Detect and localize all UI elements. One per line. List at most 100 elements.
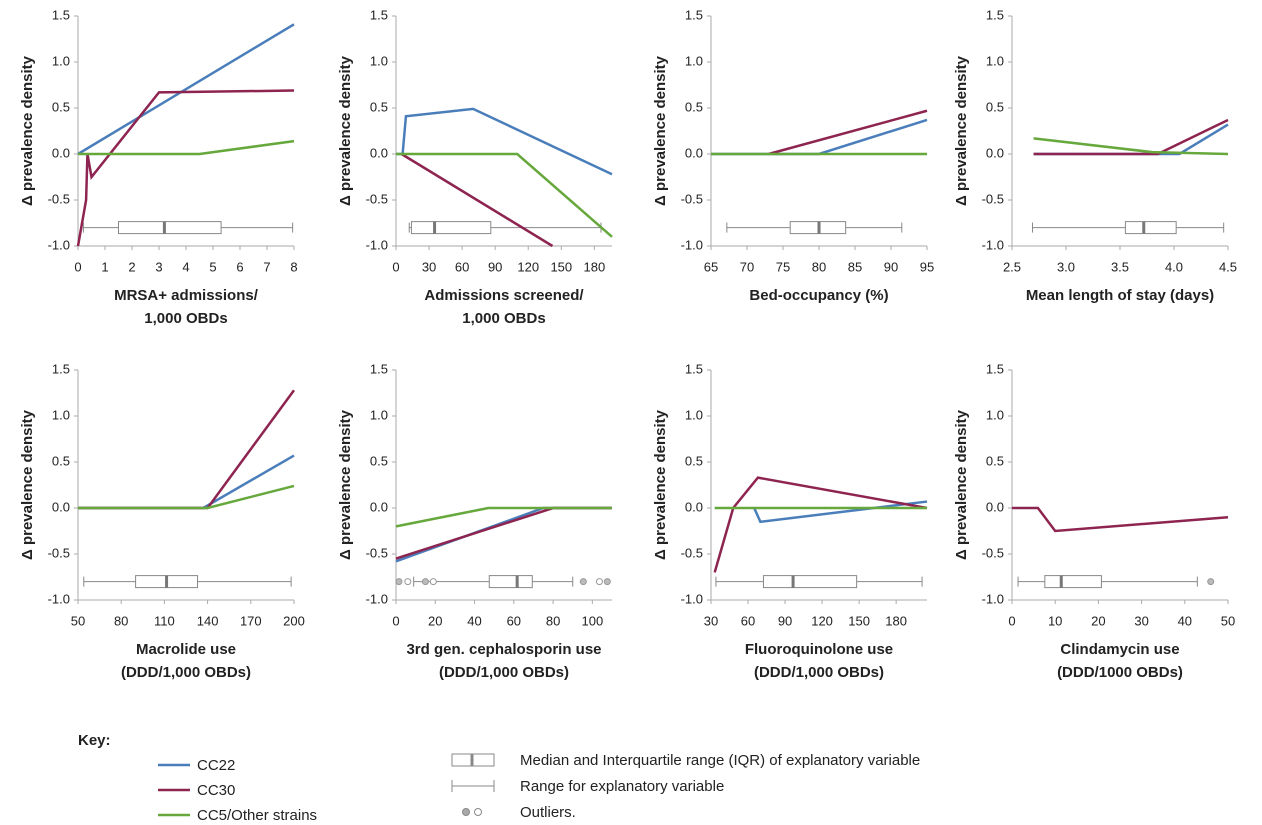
outlier — [429, 578, 437, 586]
y-tick-label: 0.5 — [986, 453, 1004, 468]
x-tick-label: 0 — [392, 259, 399, 274]
y-tick-label: 1.5 — [52, 7, 70, 22]
y-tick-label: 1.5 — [370, 7, 388, 22]
y-tick-label: 0.5 — [52, 453, 70, 468]
series-line — [77, 23, 295, 156]
x-tick-label: 65 — [704, 259, 718, 274]
series-line — [400, 152, 554, 248]
y-tick-label: -0.5 — [681, 545, 703, 560]
x-tick-label: 4.0 — [1165, 259, 1183, 274]
x-axis-label: (DDD/1,000 OBDs) — [439, 664, 569, 681]
y-axis-label: Δ prevalence density — [337, 55, 354, 206]
x-tick-label: 8 — [290, 259, 297, 274]
x-tick-label: 50 — [71, 613, 85, 628]
x-tick-label: 50 — [1221, 613, 1235, 628]
x-tick-label: 10 — [1048, 613, 1062, 628]
x-axis-label: 1,000 OBDs — [144, 310, 227, 327]
x-tick-label: 40 — [1178, 613, 1192, 628]
x-tick-label: 90 — [488, 259, 502, 274]
x-tick-label: 110 — [154, 613, 175, 628]
x-tick-label: 150 — [550, 259, 572, 274]
x-tick-label: 70 — [740, 259, 754, 274]
x-tick-label: 90 — [884, 259, 898, 274]
y-tick-label: 0.0 — [986, 145, 1004, 160]
x-tick-label: 30 — [704, 613, 718, 628]
y-tick-label: -1.0 — [982, 237, 1004, 252]
x-axis-label: Fluoroquinolone use — [745, 641, 893, 658]
box-iqr — [118, 221, 222, 235]
y-tick-label: 0.5 — [685, 99, 703, 114]
key-title: Key: — [78, 732, 111, 749]
series-line — [396, 152, 613, 238]
x-tick-label: 3.0 — [1057, 259, 1075, 274]
y-tick-label: 0.0 — [52, 145, 70, 160]
x-axis-label: 1,000 OBDs — [462, 310, 545, 327]
x-tick-label: 1 — [101, 259, 108, 274]
y-tick-label: -0.5 — [48, 191, 70, 206]
x-axis-label: Admissions screened/ — [424, 287, 584, 304]
x-tick-label: 7 — [263, 259, 270, 274]
y-tick-label: -1.0 — [48, 237, 70, 252]
series-line — [711, 118, 928, 156]
x-tick-label: 170 — [240, 613, 262, 628]
x-axis-label: Macrolide use — [136, 641, 236, 658]
y-tick-label: 1.0 — [685, 407, 703, 422]
x-tick-label: 5 — [209, 259, 216, 274]
y-tick-label: 1.0 — [370, 407, 388, 422]
outlier — [395, 578, 403, 586]
x-tick-label: 20 — [428, 613, 442, 628]
y-tick-label: -0.5 — [982, 191, 1004, 206]
x-tick-label: 0 — [392, 613, 399, 628]
series-line — [768, 109, 928, 156]
x-axis-label: MRSA+ admissions/ — [114, 287, 259, 304]
key-outlier-icon — [462, 808, 470, 816]
y-tick-label: 0.0 — [986, 499, 1004, 514]
y-tick-label: 1.0 — [986, 407, 1004, 422]
y-tick-label: 0.5 — [986, 99, 1004, 114]
series-line — [78, 389, 296, 510]
x-tick-label: 120 — [811, 613, 833, 628]
y-tick-label: 1.5 — [685, 361, 703, 376]
y-tick-label: 0.5 — [370, 99, 388, 114]
y-tick-label: 0.0 — [370, 145, 388, 160]
outlier — [421, 578, 429, 586]
y-tick-label: 1.0 — [685, 53, 703, 68]
y-tick-label: 0.5 — [52, 99, 70, 114]
series-line — [713, 476, 928, 573]
outlier — [404, 578, 412, 586]
outlier — [595, 578, 603, 586]
x-tick-label: 0 — [1008, 613, 1015, 628]
x-tick-label: 80 — [812, 259, 826, 274]
x-axis-label: (DDD/1,000 OBDs) — [754, 664, 884, 681]
series-line — [78, 454, 295, 510]
y-tick-label: 1.5 — [370, 361, 388, 376]
y-tick-label: 1.0 — [986, 53, 1004, 68]
series-line — [78, 484, 295, 510]
y-tick-label: -1.0 — [366, 591, 388, 606]
x-axis-label: Clindamycin use — [1060, 641, 1179, 658]
x-tick-label: 3 — [155, 259, 162, 274]
y-tick-label: 1.5 — [52, 361, 70, 376]
y-tick-label: -1.0 — [982, 591, 1004, 606]
legend-label: CC22 — [197, 757, 235, 774]
box-iqr — [1124, 221, 1177, 235]
outlier — [1207, 578, 1215, 586]
series-line — [1033, 118, 1229, 156]
y-tick-label: 0.5 — [685, 453, 703, 468]
y-axis-label: Δ prevalence density — [652, 55, 669, 206]
series-line — [78, 139, 295, 156]
x-tick-label: 200 — [283, 613, 305, 628]
x-tick-label: 60 — [741, 613, 755, 628]
y-axis-label: Δ prevalence density — [953, 55, 970, 206]
box-iqr — [488, 575, 533, 589]
x-axis-label: 3rd gen. cephalosporin use — [406, 641, 601, 658]
key-item: Range for explanatory variable — [520, 778, 724, 795]
x-tick-label: 30 — [1134, 613, 1148, 628]
x-tick-label: 4 — [182, 259, 189, 274]
y-tick-label: -0.5 — [681, 191, 703, 206]
x-tick-label: 60 — [455, 259, 469, 274]
key-outlier-icon — [474, 808, 482, 816]
x-tick-label: 60 — [507, 613, 521, 628]
x-tick-label: 100 — [582, 613, 604, 628]
